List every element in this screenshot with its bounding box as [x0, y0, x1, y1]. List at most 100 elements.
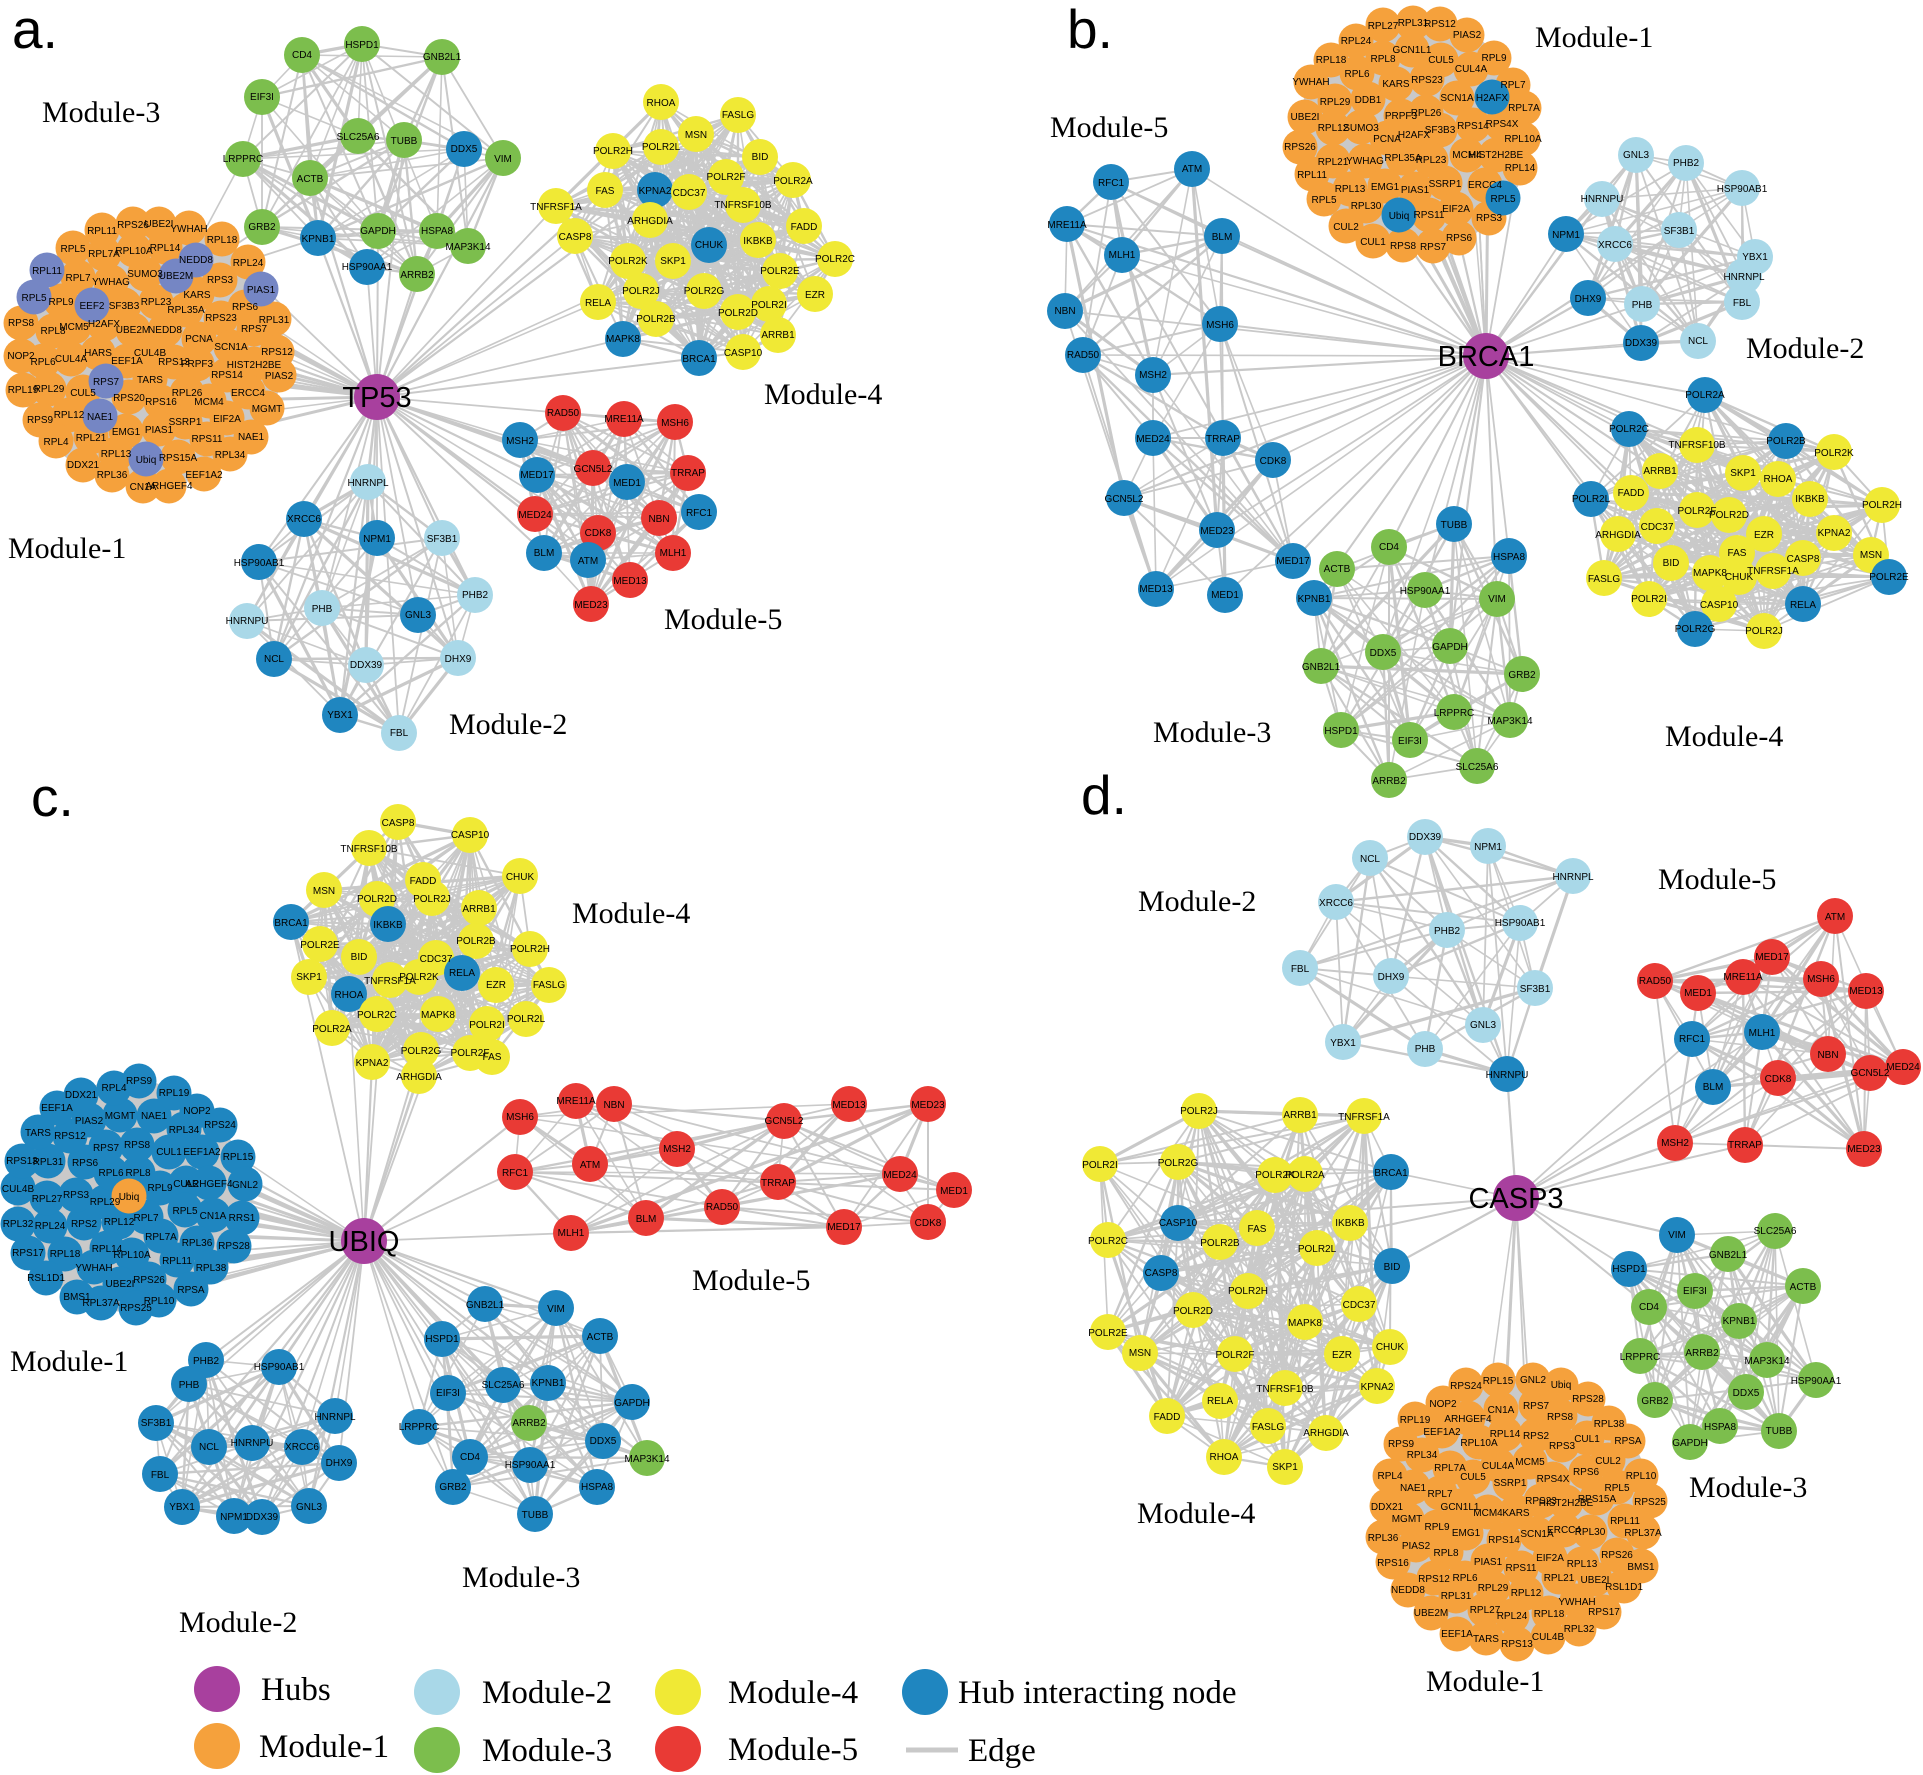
svg-text:POLR2C: POLR2C: [357, 1010, 397, 1021]
svg-text:RPL34: RPL34: [215, 450, 246, 461]
svg-text:MCM5: MCM5: [1515, 1457, 1545, 1468]
svg-text:RPS26: RPS26: [117, 220, 149, 231]
svg-text:HSP90AB1: HSP90AB1: [1495, 918, 1546, 929]
svg-text:CASP8: CASP8: [1145, 1268, 1178, 1279]
svg-text:MSH6: MSH6: [506, 1112, 534, 1123]
svg-text:DDX5: DDX5: [1733, 1388, 1760, 1399]
svg-text:EZR: EZR: [486, 980, 506, 991]
svg-text:NPM1: NPM1: [1474, 842, 1502, 853]
svg-text:ARRB2: ARRB2: [400, 270, 434, 281]
svg-text:PHB: PHB: [312, 604, 333, 615]
svg-text:RPL35A: RPL35A: [167, 305, 205, 316]
svg-text:RPL13: RPL13: [1335, 184, 1366, 195]
svg-text:POLR2I: POLR2I: [1082, 1160, 1118, 1171]
svg-text:RPL38: RPL38: [196, 1263, 227, 1274]
svg-text:VIM: VIM: [494, 154, 512, 165]
svg-text:BID: BID: [351, 952, 368, 963]
svg-text:RPL21: RPL21: [1318, 157, 1349, 168]
svg-text:NPM1: NPM1: [1552, 230, 1580, 241]
svg-text:HIST2H2BE: HIST2H2BE: [227, 360, 282, 371]
svg-text:SLC25A6: SLC25A6: [482, 1380, 525, 1391]
svg-text:RPL37A: RPL37A: [1624, 1528, 1662, 1539]
svg-text:MSN: MSN: [313, 886, 335, 897]
svg-text:MED24: MED24: [1136, 434, 1170, 445]
svg-text:BLM: BLM: [1212, 232, 1233, 243]
svg-text:MSH2: MSH2: [1661, 1138, 1689, 1149]
svg-text:POLR2I: POLR2I: [469, 1020, 505, 1031]
svg-text:BLM: BLM: [534, 548, 555, 559]
svg-text:RPL11: RPL11: [1610, 1516, 1640, 1527]
svg-text:RPL7A: RPL7A: [88, 249, 120, 260]
svg-text:NCL: NCL: [199, 1442, 219, 1453]
svg-text:YBX1: YBX1: [1742, 252, 1768, 263]
svg-text:MED24: MED24: [518, 510, 552, 521]
svg-text:XRCC6: XRCC6: [287, 514, 321, 525]
svg-text:Module-5: Module-5: [664, 603, 782, 636]
svg-text:CUL1: CUL1: [156, 1147, 182, 1158]
svg-text:GAPDH: GAPDH: [1672, 1438, 1708, 1449]
svg-text:GCN5L2: GCN5L2: [1105, 494, 1144, 505]
svg-text:RPL5: RPL5: [1490, 194, 1515, 205]
svg-text:XRCC6: XRCC6: [1598, 240, 1632, 251]
svg-text:SSRP1: SSRP1: [1494, 1478, 1527, 1489]
svg-text:RPL5: RPL5: [1604, 1483, 1629, 1494]
svg-text:CUL1: CUL1: [1360, 237, 1386, 248]
svg-text:SLC25A6: SLC25A6: [1754, 1226, 1797, 1237]
svg-text:ARHGEF4: ARHGEF4: [1444, 1414, 1492, 1425]
svg-text:RPS3: RPS3: [1476, 213, 1503, 224]
svg-text:PHB2: PHB2: [1434, 926, 1461, 937]
svg-text:MED17: MED17: [827, 1222, 861, 1233]
svg-text:HNRNPU: HNRNPU: [231, 1438, 274, 1449]
svg-text:FBL: FBL: [151, 1470, 170, 1481]
svg-text:RHOA: RHOA: [647, 98, 676, 109]
svg-text:GCN5L2: GCN5L2: [765, 1116, 804, 1127]
svg-text:RPSA: RPSA: [177, 1285, 205, 1296]
svg-text:GAPDH: GAPDH: [1432, 642, 1468, 653]
svg-text:CDC37: CDC37: [1343, 1300, 1376, 1311]
svg-text:SUMO3: SUMO3: [127, 269, 163, 280]
svg-text:RPL14: RPL14: [150, 243, 181, 254]
svg-text:EIF2A: EIF2A: [1442, 204, 1470, 215]
svg-text:TP53: TP53: [342, 382, 411, 414]
svg-text:RPL27: RPL27: [32, 1194, 63, 1205]
svg-text:ARHGDIA: ARHGDIA: [396, 1072, 442, 1083]
svg-text:CASP8: CASP8: [382, 818, 415, 829]
svg-text:Module-3: Module-3: [482, 1733, 612, 1769]
svg-text:GNB2L1: GNB2L1: [1302, 662, 1341, 673]
svg-text:EIF2A: EIF2A: [1536, 1553, 1564, 1564]
svg-text:MGMT: MGMT: [252, 404, 283, 415]
svg-text:BID: BID: [1384, 1262, 1401, 1273]
svg-text:HSP90AA1: HSP90AA1: [505, 1460, 556, 1471]
svg-text:RPL23: RPL23: [141, 297, 172, 308]
svg-text:POLR2G: POLR2G: [1158, 1158, 1199, 1169]
svg-text:Hubs: Hubs: [261, 1672, 331, 1708]
svg-text:RPL9: RPL9: [1481, 53, 1506, 64]
svg-text:RPS13: RPS13: [6, 1156, 38, 1167]
svg-text:MCM4: MCM4: [1473, 1508, 1503, 1519]
svg-text:POLR2F: POLR2F: [451, 1048, 490, 1059]
svg-text:NEDD8: NEDD8: [179, 255, 213, 266]
svg-text:SF3B1: SF3B1: [1520, 984, 1551, 995]
svg-text:Module-2: Module-2: [482, 1675, 612, 1711]
svg-text:NAE1: NAE1: [1400, 1483, 1427, 1494]
svg-text:FAS: FAS: [1248, 1224, 1267, 1235]
svg-text:PHB: PHB: [179, 1380, 200, 1391]
svg-text:HSPD1: HSPD1: [1612, 1264, 1646, 1275]
svg-text:PIAS2: PIAS2: [1402, 1541, 1431, 1552]
svg-text:CUL4A: CUL4A: [1482, 1461, 1515, 1472]
svg-text:EEF1A2: EEF1A2: [185, 470, 223, 481]
svg-text:Module-5: Module-5: [1658, 863, 1776, 896]
svg-text:LRPPRC: LRPPRC: [1620, 1352, 1661, 1363]
svg-text:RPS7: RPS7: [241, 324, 268, 335]
svg-text:SCN1A: SCN1A: [214, 342, 248, 353]
svg-text:Module-4: Module-4: [572, 897, 690, 930]
svg-text:POLR2H: POLR2H: [1862, 500, 1902, 511]
svg-text:a.: a.: [12, 0, 58, 60]
svg-text:RPS14: RPS14: [211, 370, 243, 381]
svg-text:MLH1: MLH1: [1109, 250, 1136, 261]
svg-text:NAE1: NAE1: [238, 432, 265, 443]
svg-text:RPL6: RPL6: [1452, 1573, 1477, 1584]
svg-text:RPL23: RPL23: [1416, 155, 1447, 166]
svg-text:RPL8: RPL8: [1370, 54, 1395, 65]
svg-text:GNB2L1: GNB2L1: [423, 52, 462, 63]
